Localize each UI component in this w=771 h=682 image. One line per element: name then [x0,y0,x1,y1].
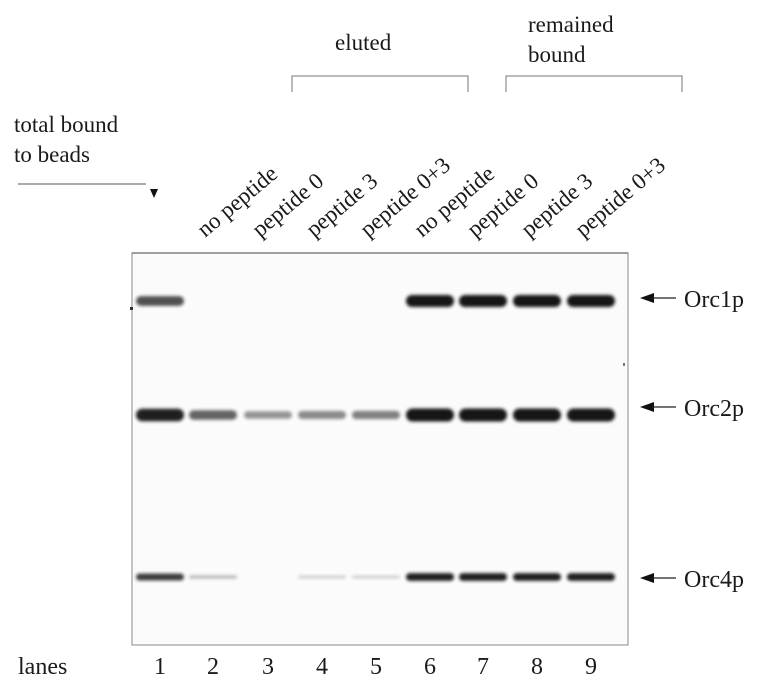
band-orc1p-lane-6 [406,295,454,307]
band-orc4p-lane-6 [406,573,454,581]
eluted-bracket [291,75,469,92]
band-marker-orc4p: Orc4p [640,567,744,593]
lane-number-8: 8 [531,654,543,680]
band-orc2p-lane-1 [136,408,184,422]
lane-number-1: 1 [154,654,166,680]
lane-number-6: 6 [424,654,436,680]
lane-number-9: 9 [585,654,597,680]
band-orc2p-lane-5 [352,410,400,420]
band-marker-orc2p: Orc2p [640,396,744,422]
orc1p-arrow-icon [640,293,654,303]
band-orc4p-lane-1 [136,573,184,581]
lane-number-7: 7 [477,654,489,680]
band-orc2p-lane-3 [244,411,292,419]
orc4p-arrow-icon [640,573,654,583]
band-orc2p-lane-2 [189,410,237,420]
gel-dust-speck [623,363,625,366]
lanes-label: lanes [18,654,67,680]
remained-bracket [505,75,683,92]
band-orc4p-lane-8 [513,573,561,581]
remained-label-line1: remained [528,12,614,37]
band-orc4p-lane-9 [567,573,615,581]
lane-number-4: 4 [316,654,328,680]
band-orc1p-lane-7 [459,295,507,307]
eluted-label: eluted [335,30,392,55]
band-orc1p-lane-8 [513,295,561,307]
band-orc2p-lane-7 [459,408,507,422]
band-orc4p-lane-7 [459,573,507,581]
remained-label-line2: bound [528,42,586,67]
gel-bands [136,295,615,581]
band-orc1p-lane-9 [567,295,615,307]
band-orc2p-lane-8 [513,408,561,422]
total-bound-label-line1: total bound [14,112,119,137]
band-orc2p-lane-6 [406,408,454,422]
band-orc2p-lane-4 [298,411,346,419]
band-orc2p-lane-9 [567,408,615,422]
gel-edge-speck [130,307,133,310]
orc1p-label: Orc1p [684,287,744,313]
orc2p-label: Orc2p [684,396,744,422]
total-bound-arrowhead-icon [150,189,158,198]
gel-panel [131,252,629,646]
orc4p-label: Orc4p [684,567,744,593]
total-bound-label-line2: to beads [14,142,90,167]
band-orc4p-lane-5 [352,575,400,579]
band-orc4p-lane-4 [298,575,346,579]
lane-number-3: 3 [262,654,274,680]
band-orc4p-lane-2 [189,575,237,579]
lane-number-5: 5 [370,654,382,680]
lane-numbers: 1 2 3 4 5 6 7 8 9 [154,654,597,680]
band-orc1p-lane-1 [136,296,184,306]
orc2p-arrow-icon [640,402,654,412]
band-marker-orc1p: Orc1p [640,287,744,313]
lane-number-2: 2 [207,654,219,680]
